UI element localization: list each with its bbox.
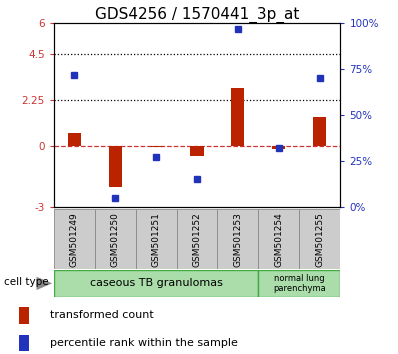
Bar	[258, 270, 340, 297]
Bar	[136, 209, 177, 269]
Text: cell type: cell type	[4, 277, 49, 287]
Bar	[191, 146, 203, 156]
Bar	[258, 209, 299, 269]
Bar	[299, 209, 340, 269]
Text: caseous TB granulomas: caseous TB granulomas	[90, 278, 222, 289]
Text: GSM501252: GSM501252	[193, 212, 201, 267]
Text: GSM501250: GSM501250	[111, 212, 120, 267]
Bar	[54, 209, 95, 269]
Bar	[95, 209, 136, 269]
Bar	[150, 146, 163, 147]
Bar	[231, 88, 244, 146]
Title: GDS4256 / 1570441_3p_at: GDS4256 / 1570441_3p_at	[95, 7, 299, 23]
Text: percentile rank within the sample: percentile rank within the sample	[50, 338, 238, 348]
Bar	[20, 335, 29, 352]
Bar	[20, 307, 29, 324]
Bar	[217, 209, 258, 269]
Bar	[177, 209, 217, 269]
Bar	[109, 146, 122, 187]
Text: normal lung
parenchyma: normal lung parenchyma	[273, 274, 326, 293]
Bar	[68, 133, 81, 146]
Text: transformed count: transformed count	[50, 310, 154, 320]
Text: GSM501255: GSM501255	[315, 212, 324, 267]
Text: GSM501254: GSM501254	[274, 212, 283, 267]
Bar	[272, 146, 285, 149]
Text: GSM501251: GSM501251	[152, 212, 160, 267]
Text: GSM501253: GSM501253	[234, 212, 242, 267]
Text: GSM501249: GSM501249	[70, 212, 79, 267]
Bar	[313, 117, 326, 146]
Bar	[54, 270, 258, 297]
Polygon shape	[37, 277, 52, 290]
